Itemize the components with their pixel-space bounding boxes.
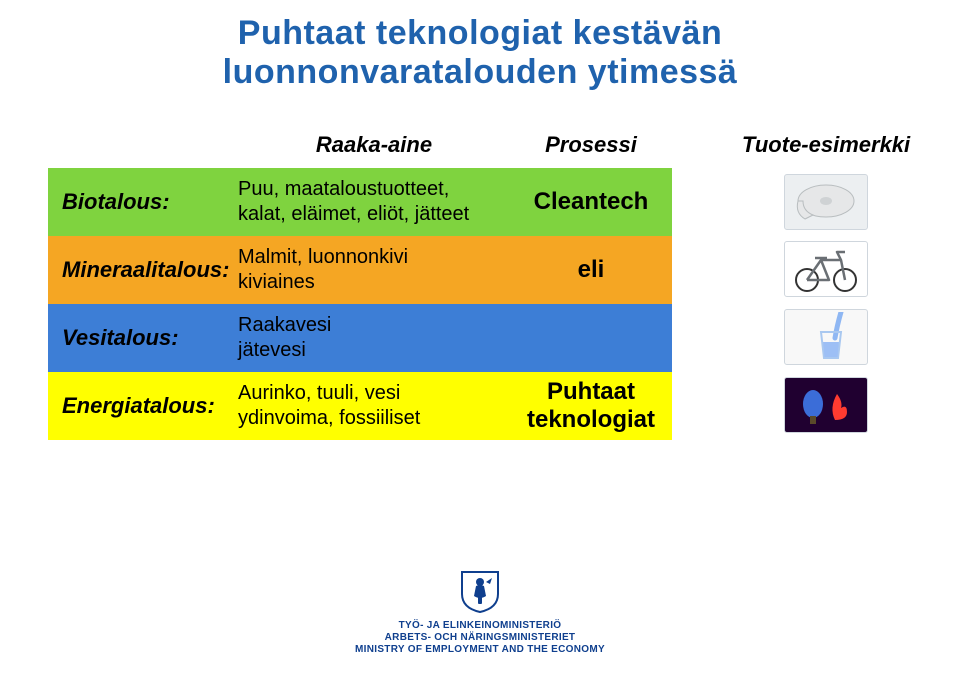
header-row: Raaka-aine Prosessi Tuote-esimerkki [48, 132, 920, 168]
row-spacer [672, 236, 732, 304]
row-name-water: Vesitalous: [48, 304, 238, 372]
row-water: Vesitalous:Raakavesijätevesi [48, 304, 920, 372]
row-spacer [672, 168, 732, 236]
ministry-line-3: MINISTRY OF EMPLOYMENT AND THE ECONOMY [355, 644, 605, 656]
row-bio: Biotalous:Puu, maataloustuotteet,kalat, … [48, 168, 920, 236]
row-mineral: Mineraalitalous:Malmit, luonnonkivikivia… [48, 236, 920, 304]
row-raw-energy: Aurinko, tuuli, vesiydinvoima, fossiilis… [238, 372, 510, 440]
row-product-energy [732, 372, 920, 440]
thumb-bio [784, 174, 868, 230]
ministry-line-2: ARBETS- OCH NÄRINGSMINISTERIET [355, 632, 605, 644]
row-spacer [672, 304, 732, 372]
footer: TYÖ- JA ELINKEINOMINISTERIÖ ARBETS- OCH … [0, 526, 960, 696]
row-energy: Energiatalous:Aurinko, tuuli, vesiydinvo… [48, 372, 920, 440]
row-raw-water: Raakavesijätevesi [238, 304, 510, 372]
thumb-mineral [784, 241, 868, 297]
row-name-energy: Energiatalous: [48, 372, 238, 440]
row-product-bio [732, 168, 920, 236]
row-product-water [732, 304, 920, 372]
row-product-mineral [732, 236, 920, 304]
matrix-table: Raaka-aine Prosessi Tuote-esimerkki Biot… [48, 132, 920, 440]
title-line-2: luonnonvaratalouden ytimessä [0, 53, 960, 92]
row-process-water [510, 304, 672, 372]
ministry-line-1: TYÖ- JA ELINKEINOMINISTERIÖ [355, 620, 605, 632]
title-block: Puhtaat teknologiat kestävän luonnonvara… [0, 0, 960, 92]
row-name-bio: Biotalous: [48, 168, 238, 236]
row-process-bio: Cleantech [510, 168, 672, 236]
header-product: Tuote-esimerkki [732, 132, 920, 168]
row-raw-mineral: Malmit, luonnonkivikiviaines [238, 236, 510, 304]
header-product-text: Tuote-esimerkki [742, 132, 910, 157]
row-spacer [672, 372, 732, 440]
ministry-text: TYÖ- JA ELINKEINOMINISTERIÖ ARBETS- OCH … [355, 620, 605, 656]
slide-page: Puhtaat teknologiat kestävän luonnonvara… [0, 0, 960, 696]
thumb-energy [784, 377, 868, 433]
row-process-mineral: eli [510, 236, 672, 304]
header-raw: Raaka-aine [238, 132, 510, 168]
row-process-energy: Puhtaatteknologiat [510, 372, 672, 440]
row-name-mineral: Mineraalitalous: [48, 236, 238, 304]
title-line-1: Puhtaat teknologiat kestävän [0, 14, 960, 53]
row-raw-bio: Puu, maataloustuotteet,kalat, eläimet, e… [238, 168, 510, 236]
ministry-logo [456, 566, 504, 614]
header-process: Prosessi [510, 132, 672, 168]
thumb-water [784, 309, 868, 365]
